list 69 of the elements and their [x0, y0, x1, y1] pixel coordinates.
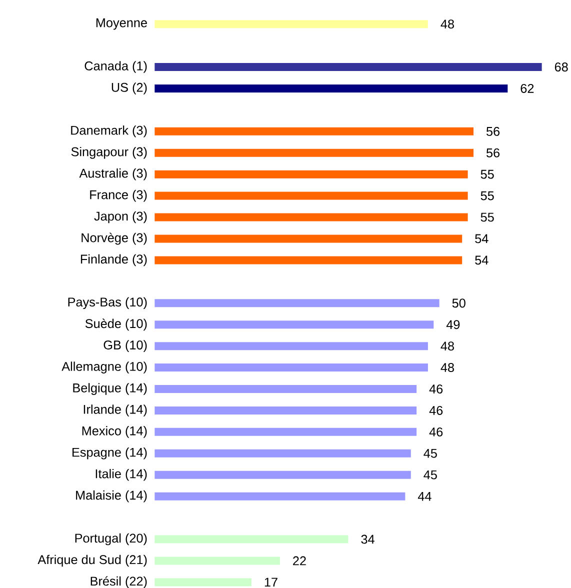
data-label: 44 [418, 492, 432, 501]
data-label: 55 [480, 191, 494, 200]
bar [154, 299, 440, 308]
bar [154, 84, 508, 92]
data-label: 50 [452, 298, 466, 308]
data-label: 46 [429, 427, 443, 436]
data-label: 49 [446, 320, 460, 330]
y-tick-label: Pays-Bas (10) [68, 297, 147, 310]
bar [154, 192, 468, 200]
y-tick-label: Afrique du Sud (21) [38, 554, 147, 567]
bar [154, 170, 468, 178]
y-tick-label: Brésil (22) [90, 576, 147, 588]
bar [154, 234, 462, 243]
data-label: 34 [361, 534, 374, 544]
data-label: 56 [486, 148, 500, 158]
y-tick-label: Italie (14) [96, 468, 147, 481]
y-tick-label: Mexico (14) [82, 426, 147, 438]
bar [154, 556, 280, 565]
bar [154, 449, 411, 458]
bar [154, 127, 474, 136]
bar [154, 342, 428, 350]
data-label: 55 [480, 212, 494, 222]
y-tick-label: Finlande (3) [80, 254, 147, 266]
data-label: 68 [554, 62, 568, 72]
data-label: 17 [264, 578, 278, 587]
data-label: 62 [520, 84, 534, 93]
bar [154, 20, 428, 28]
data-label: 54 [475, 256, 488, 265]
bar [154, 213, 468, 222]
bar [154, 320, 434, 329]
y-tick-label: Danemark (3) [71, 125, 147, 138]
data-label: 54 [475, 234, 488, 244]
bar [154, 492, 406, 500]
bar [154, 256, 462, 264]
y-tick-label: Moyenne [96, 18, 147, 30]
y-tick-label: Belgique (14) [73, 383, 147, 395]
y-tick-label: Australie (3) [79, 168, 147, 180]
bar [154, 62, 542, 71]
bar [154, 384, 417, 393]
data-label: 56 [486, 126, 500, 136]
data-label: 48 [440, 342, 454, 351]
y-tick-label: Suède (10) [85, 318, 147, 331]
bar [154, 428, 417, 436]
data-label: 46 [429, 384, 443, 394]
y-tick-label: France (3) [90, 190, 147, 202]
bar [154, 578, 252, 586]
y-tick-label: Allemagne (10) [62, 362, 147, 374]
bar [154, 406, 417, 414]
y-tick-label: GB (10) [104, 340, 147, 352]
y-tick-label: Irlande (14) [84, 404, 147, 416]
data-label: 48 [440, 20, 454, 29]
y-tick-label: Portugal (20) [75, 533, 147, 546]
data-label: 46 [429, 406, 443, 415]
y-tick-label: Japon (3) [94, 211, 147, 224]
bar [154, 148, 474, 157]
y-tick-label: Norvège (3) [82, 232, 147, 245]
data-label: 48 [440, 363, 454, 372]
data-label: 22 [293, 556, 306, 566]
y-tick-label: Singapour (3) [71, 146, 147, 159]
data-label: 45 [424, 448, 437, 458]
y-tick-label: Espagne (14) [72, 447, 147, 460]
bar [154, 364, 428, 372]
data-label: 45 [424, 470, 437, 480]
y-tick-label: Canada (1) [84, 61, 147, 73]
data-label: 55 [480, 170, 494, 179]
y-tick-label: Malaisie (14) [76, 490, 147, 502]
y-tick-label: US (2) [112, 82, 147, 94]
bar [154, 470, 411, 479]
bar [154, 535, 348, 544]
